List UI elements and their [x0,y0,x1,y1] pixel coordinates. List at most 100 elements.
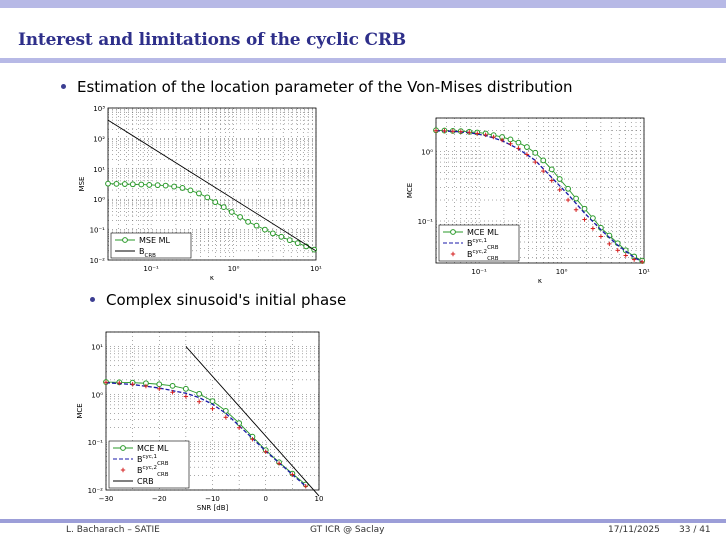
x-tick-label: 10⁰ [228,265,240,273]
chart-von-mises-mse: 10⁻² 10⁻¹ 10⁰ 10¹ 10² 10³ 10⁻¹ 10⁰ 10¹ κ MSE MSE ML… [66,100,328,283]
chart-svg-1: 10⁻² 10⁻¹ 10⁰ 10¹ 10² 10³ 10⁻¹ 10⁰ 10¹ κ MSE MSE ML… [78,105,322,282]
cyc2-point [607,241,612,247]
cyc2-point [508,141,513,146]
chart-0-layer: 10⁻² 10⁻¹ 10⁰ 10¹ 10² 10³ 10⁻¹ 10⁰ 10¹ κ MSE MSE ML… [78,105,322,282]
cyc2-point [491,134,496,140]
cyc2-point [130,382,135,387]
x-tick-label: 10¹ [310,265,322,273]
footer-event: GT ICR @ Saclay [310,525,385,535]
cyc2-point [458,129,464,134]
cyc2-point [210,406,215,411]
ml-point [515,139,522,146]
cyc2-point [623,253,628,258]
y-tick-label: 10⁻¹ [90,227,106,235]
ml-point [156,381,163,388]
y-tick-label: 10⁻¹ [88,439,104,447]
ml-point [179,185,186,191]
cyc2-point [450,129,456,134]
y-tick-label: 10⁻² [88,487,104,495]
ml-point [581,205,588,212]
y-tick-label: 10² [93,135,105,143]
footer-author: L. Bacharach – SATIE [66,525,160,535]
legend-label: Bcyc,2CRB [467,249,499,262]
cyc2-point [541,168,546,174]
cyc2-point [117,380,122,386]
cyc2-point [533,159,538,165]
cyc2-point [499,137,505,143]
ml-point [212,199,219,206]
y-tick-label: 10¹ [91,343,103,351]
ml-point [171,183,177,190]
chart-sinusoid-phase-mce: 10⁻² 10⁻¹ 10⁰ 10¹ −30 −20 −10 0 10 SNR [dB] MCE MCE… [66,322,328,515]
cyc2-point [263,449,268,454]
chart-von-mises-mce: 10⁻¹ 10⁰ 10⁻¹ 10⁰ 10¹ κ MCE MCE ML Bcyc,1CRB Bcyc… [396,100,658,283]
cyc2-point [524,152,530,157]
ml-point [245,218,251,225]
ml-point [209,398,216,405]
cyc2-point [250,437,255,442]
y-tick-label: 10¹ [93,166,105,174]
legend-label: BCRB [139,247,156,259]
legend-marker [450,229,456,235]
y-tick-label: 10⁰ [93,196,105,204]
top-accent-bar [0,0,726,8]
y-axis-label: MSE [78,177,86,192]
ml-point [269,230,276,237]
cyc2-point [276,461,282,466]
legend-label: Bcyc,2CRB [137,465,169,478]
y-axis-label: MCE [76,403,84,418]
ml-point [294,240,301,246]
x-tick-label: −20 [152,495,167,503]
cyc2-point [236,425,242,430]
x-axis-label: κ [210,274,214,282]
ml-point [220,204,227,210]
y-tick-label: 10⁻² [90,257,106,265]
cyc2-point [639,259,645,265]
footer-rule [0,519,726,523]
legend-label: Bcyc,1CRB [137,454,169,467]
x-tick-label: 10⁻¹ [143,265,159,273]
cyc2-point [565,197,571,203]
cyc2-point [170,390,175,395]
x-tick-label: 0 [264,495,268,503]
legend-marker [120,445,126,451]
y-tick-label: 10⁰ [91,391,103,399]
ml-point [573,195,579,202]
ml-point [507,136,514,143]
footer [0,519,726,544]
title-underline [0,58,726,63]
ml-point [278,233,285,240]
chart-svg-2: 10⁻¹ 10⁰ 10⁻¹ 10⁰ 10¹ κ MCE MCE MLBcyc,1CRBBcyc… [406,117,650,283]
bullet-marker-1 [61,84,66,89]
ml-point [196,390,203,397]
y-tick-label: 10⁰ [421,148,433,156]
chart-1-layer: 10⁻¹ 10⁰ 10⁻¹ 10⁰ 10¹ κ MCE MCE MLBcyc,1CRBBcyc… [406,117,650,283]
cyc2-point [303,484,308,489]
cyc2-point [598,234,604,239]
ml-point [169,382,176,389]
x-tick-label: 10⁻¹ [471,268,487,276]
x-tick-label: 10 [315,495,324,503]
ml-point [556,176,563,182]
legend-label: Bcyc,1CRB [467,238,499,251]
chart-2-layer: 10⁻² 10⁻¹ 10⁰ 10¹ −30 −20 −10 0 10 SNR [dB] MCE MCE… [76,331,324,512]
ml-point [565,185,571,192]
ml-point [286,237,293,244]
x-tick-label: 10⁰ [556,268,568,276]
legend-label: MCE ML [137,444,169,453]
ml-point [162,182,169,189]
ml-point [105,180,111,187]
cyc2-point [573,207,579,212]
legend-marker [122,237,128,243]
ml-point [590,215,596,222]
ml-point [121,181,128,187]
plot-frame [105,331,320,491]
footer-page: 33 / 41 [679,525,711,535]
legend-label: MCE ML [467,228,499,237]
ml-point [138,181,145,188]
x-axis-label: SNR [dB] [197,504,229,512]
legend-label: MSE ML [139,236,170,245]
y-tick-label: 10⁻¹ [418,218,434,226]
ml-point [237,214,243,220]
series-line-1 [107,119,317,252]
